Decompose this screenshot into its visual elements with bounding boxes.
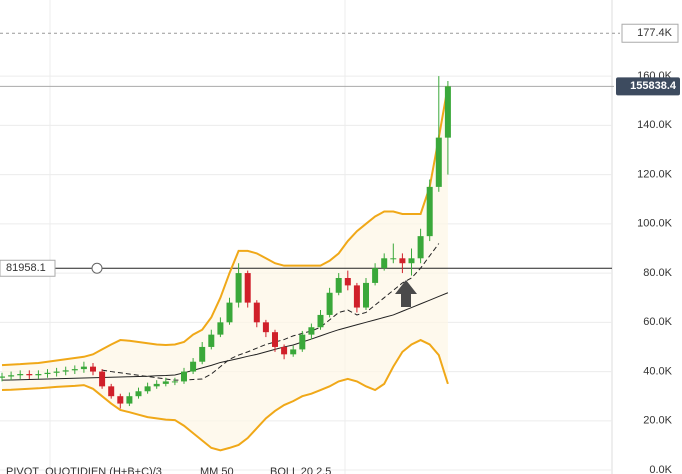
candle-body	[44, 372, 51, 375]
candle-body	[290, 349, 297, 355]
indicator-line	[1, 292, 449, 381]
candle-body	[144, 386, 151, 392]
candle-body	[299, 334, 306, 350]
candle-body	[381, 258, 388, 269]
candle-body	[417, 236, 424, 259]
candle-body	[335, 277, 342, 293]
candle-body	[353, 285, 360, 308]
candle-body	[162, 381, 169, 384]
candle-body	[80, 366, 87, 370]
candle-body	[244, 273, 251, 303]
candle-body	[0, 376, 5, 378]
resistance-box	[621, 23, 679, 43]
candle-body	[272, 332, 278, 347]
last-price-label: 155838.4	[630, 80, 677, 92]
candle-body	[390, 258, 397, 260]
candle-body	[190, 361, 197, 372]
y-tick-label: 80.0K	[643, 267, 672, 279]
candle-body	[308, 327, 315, 335]
candle-body	[399, 258, 406, 264]
candle-body	[444, 86, 451, 138]
candle-body	[344, 277, 351, 286]
y-tick-label: 100.0K	[637, 218, 673, 230]
candle-body	[317, 314, 324, 328]
candle-body	[126, 396, 133, 404]
candle-body	[208, 334, 215, 347]
candle-body	[226, 302, 233, 323]
candle-body	[171, 381, 178, 383]
candle-body	[62, 370, 69, 372]
hline-label: 81958.1	[6, 262, 46, 274]
indicator-legend: BOLL 20 2.5	[270, 466, 331, 474]
candle-body	[363, 282, 369, 308]
candle-body	[90, 366, 96, 372]
resistance-label: 177.4K	[637, 27, 673, 39]
hline-box	[0, 259, 56, 277]
hline-handle	[91, 262, 103, 274]
candle-body	[108, 386, 115, 397]
arrow	[395, 280, 417, 307]
candle-body	[253, 302, 260, 323]
candle-body	[26, 374, 33, 376]
y-tick-label: 20.0K	[643, 415, 672, 427]
indicator-legend: MM 50	[200, 466, 234, 474]
candle-body	[281, 346, 288, 355]
indicator-line	[1, 85, 449, 367]
y-tick-label: 120.0K	[637, 168, 673, 180]
candle-body	[17, 374, 24, 376]
y-tick-label: 140.0K	[637, 119, 673, 131]
candle-body	[217, 322, 224, 335]
candle-body	[135, 391, 142, 397]
candle-body	[426, 186, 433, 237]
candle-body	[8, 375, 15, 377]
candle-body	[326, 292, 333, 315]
candle-body	[199, 346, 206, 362]
candle-body	[372, 268, 379, 283]
y-tick-label: 40.0K	[643, 365, 672, 377]
candle-body	[235, 273, 242, 303]
candle-body	[153, 383, 160, 387]
candle-body	[262, 322, 269, 333]
candle-body	[35, 374, 42, 376]
last-price-box	[616, 77, 680, 96]
candle-body	[435, 137, 442, 187]
candle-body	[408, 258, 415, 264]
plot: 0.0K 20.0K 40.0K 60.0K 80.0K 100.0K 120.0K 140.…	[0, 23, 679, 474]
candle-body	[117, 396, 124, 404]
candle-body	[71, 369, 78, 371]
band-fill	[2, 85, 448, 451]
indicator-legend: PIVOT_QUOTIDIEN (H+B+C)/3	[6, 466, 162, 474]
y-tick-label: 0.0K	[649, 464, 672, 474]
indicator-line	[1, 338, 449, 452]
candle-body	[99, 371, 106, 387]
candle-body	[53, 371, 60, 373]
indicator-line	[102, 243, 440, 381]
y-tick-label: 60.0K	[643, 316, 672, 328]
candle-body	[181, 371, 187, 382]
